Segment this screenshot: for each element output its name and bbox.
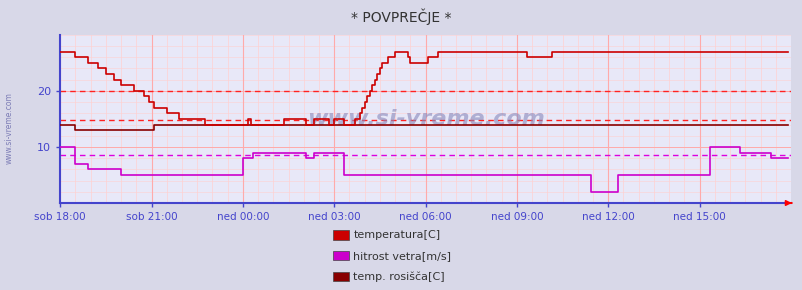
Text: hitrost vetra[m/s]: hitrost vetra[m/s] xyxy=(353,251,451,261)
Text: www.si-vreme.com: www.si-vreme.com xyxy=(306,109,544,129)
Text: * POVPREČJE *: * POVPREČJE * xyxy=(350,9,452,25)
Text: temperatura[C]: temperatura[C] xyxy=(353,230,439,240)
Text: www.si-vreme.com: www.si-vreme.com xyxy=(5,92,14,164)
Text: temp. rosišča[C]: temp. rosišča[C] xyxy=(353,271,444,282)
